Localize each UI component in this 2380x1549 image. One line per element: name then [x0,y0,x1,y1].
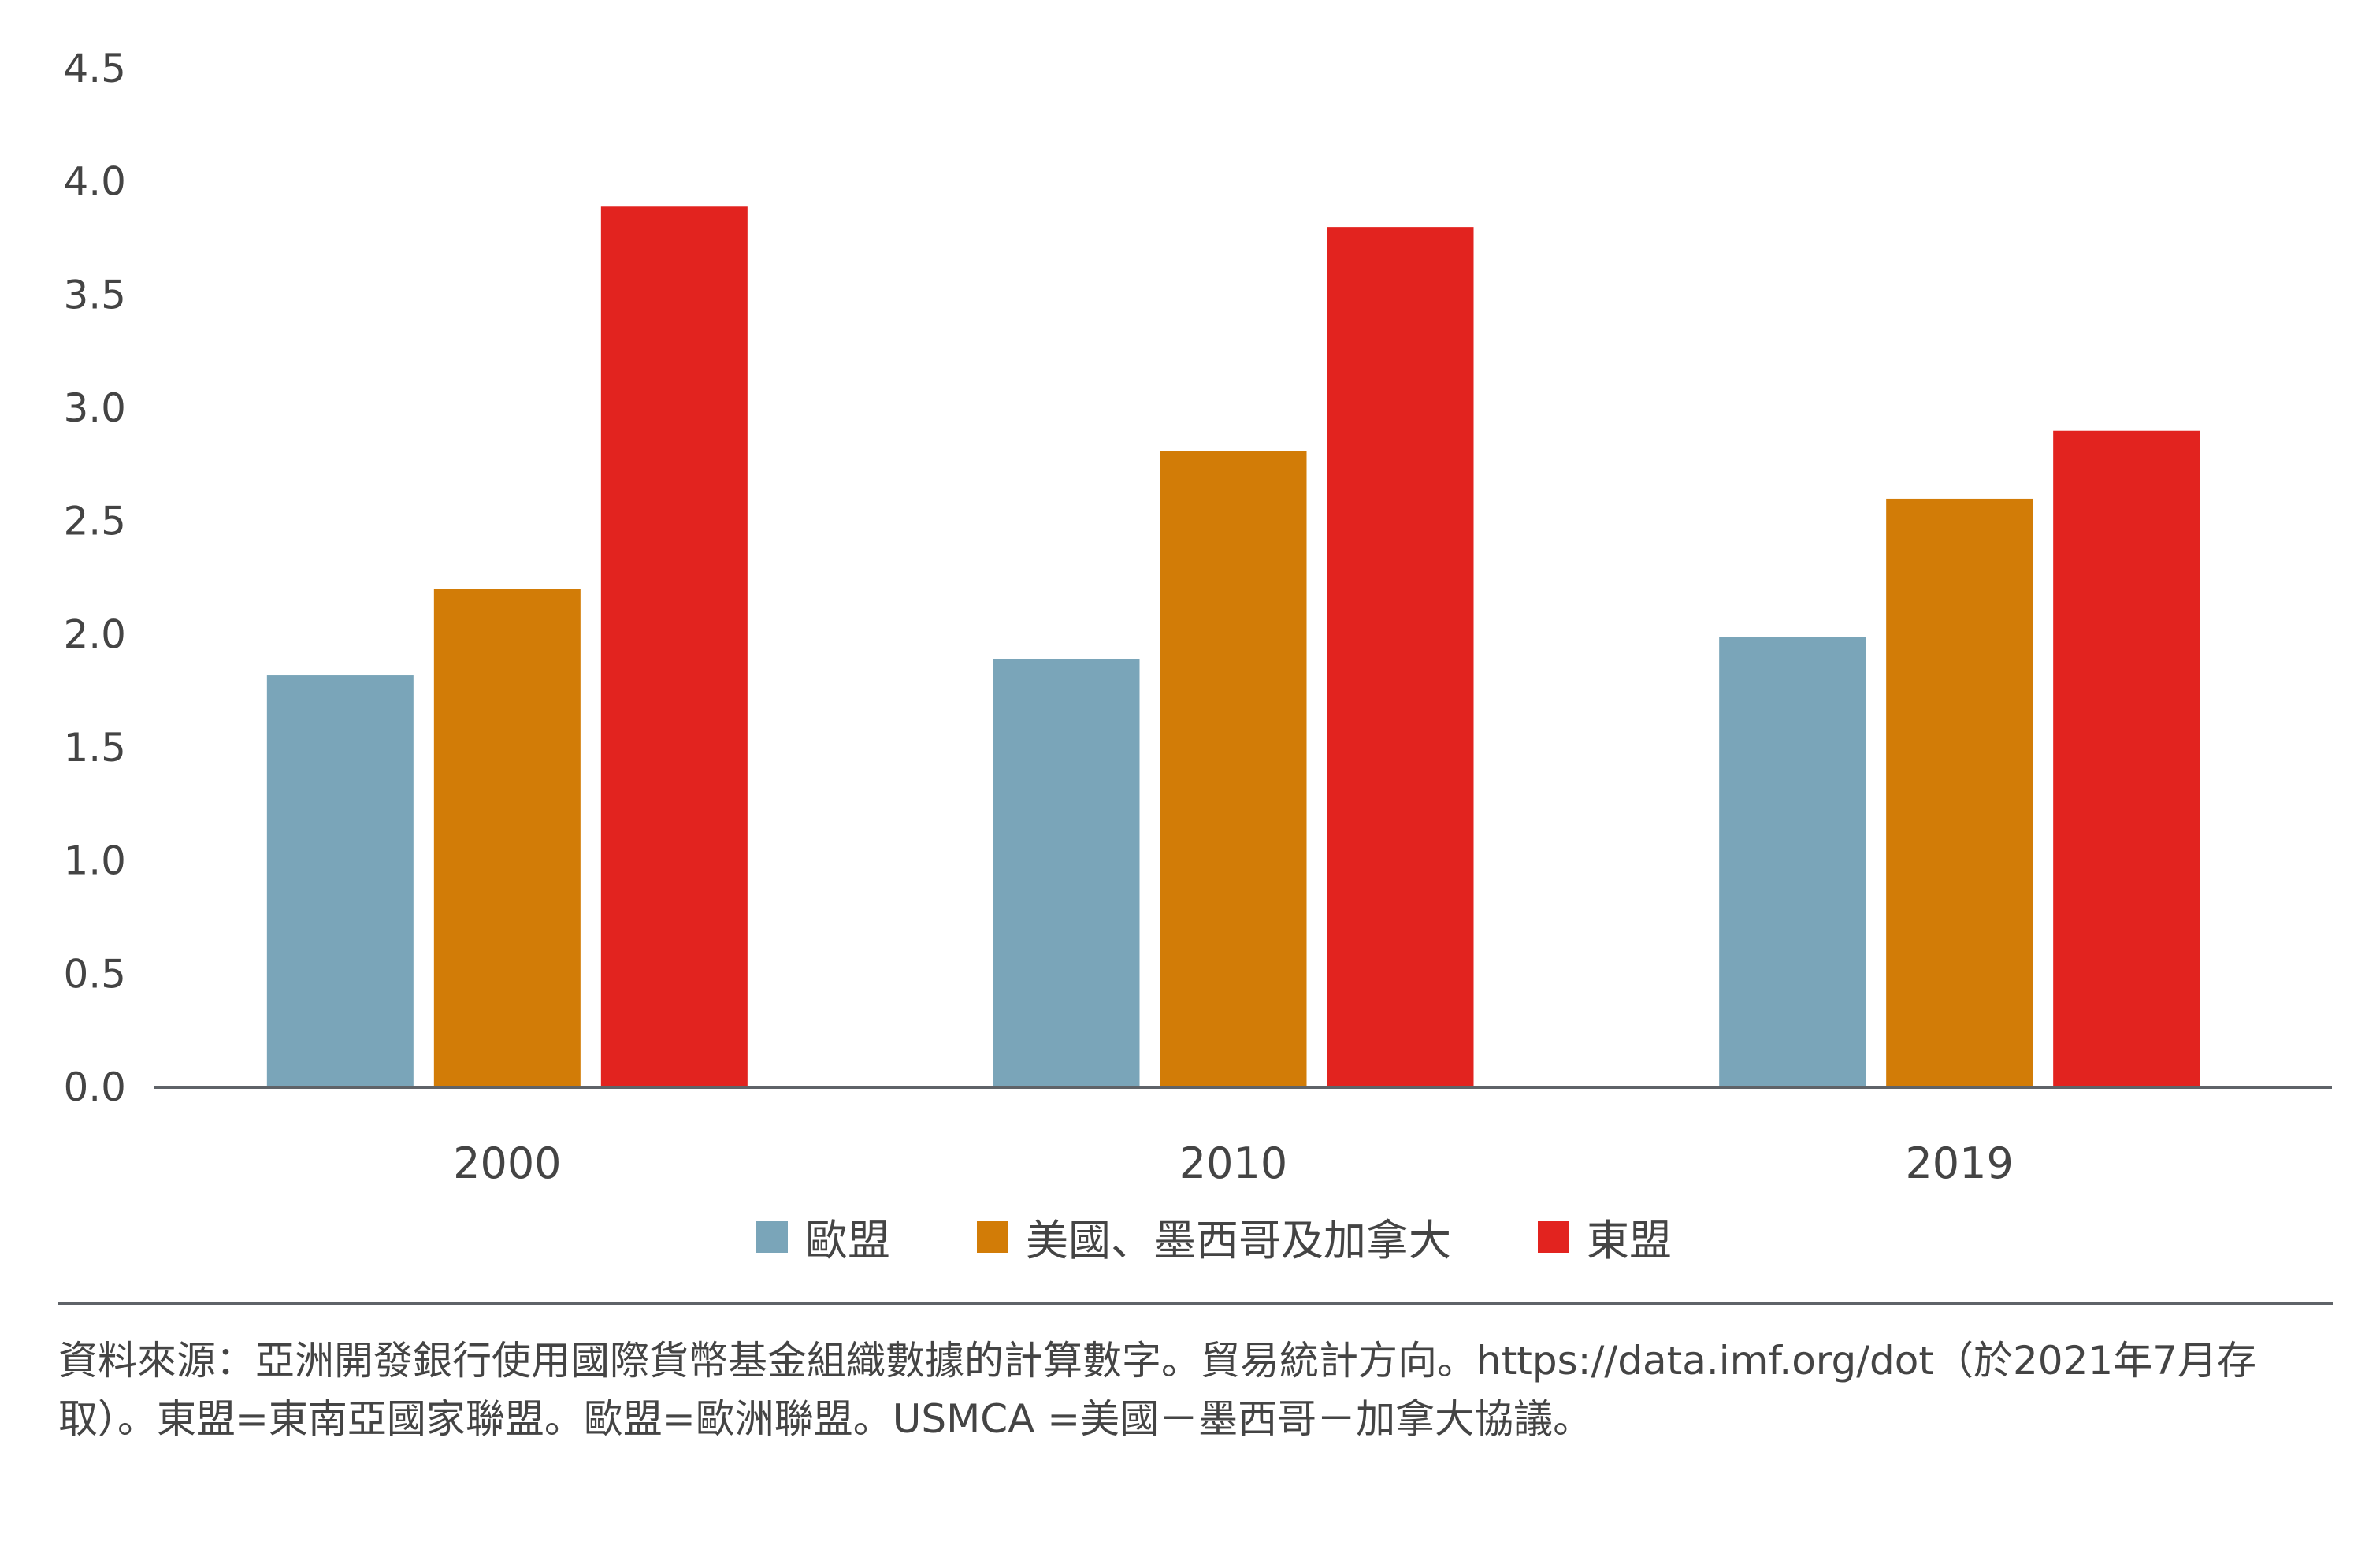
bar-2000-series-0 [266,675,414,1087]
y-tick-label: 1.5 [63,725,126,771]
y-tick-label: 0.0 [63,1064,126,1110]
bar-2010-series-0 [993,659,1140,1087]
y-tick-label: 2.0 [63,611,126,657]
x-tick-label: 2000 [453,1139,561,1182]
y-axis-ticks: 0.0 0.5 1.0 1.5 2.0 2.5 3.0 3.5 4.0 4.5 [63,46,126,1110]
bar-2000-series-1 [433,589,581,1087]
y-tick-label: 1.0 [63,838,126,884]
legend-label-eu: 歐盟 [805,1216,890,1265]
y-tick-label: 3.0 [63,385,126,431]
bar-chart: 0.00.51.01.52.02.53.03.54.04.5 2000 2010 2… [63,46,2332,1182]
x-axis-ticks: 2000 2010 2019 [453,1139,2014,1182]
legend-item-eu: 歐盟 [756,1205,890,1268]
bars [266,206,2200,1088]
bar-2019-series-0 [1719,637,1866,1087]
bar-2010-series-1 [1160,451,1307,1087]
bar-2000-series-2 [600,206,748,1088]
legend-swatch-eu [756,1220,788,1253]
bar-2010-series-2 [1327,227,1474,1088]
source-note: 資料來源：亞洲開發銀行使用國際貨幣基金組織數據的計算數字。貿易統計方向。http… [58,1338,2257,1442]
bar-2019-series-1 [1886,498,2033,1087]
divider [58,1302,2333,1305]
x-tick-label: 2019 [1905,1139,2013,1182]
y-tick-label: 3.5 [63,272,126,318]
legend-item-asean: 東盟 [1538,1205,1672,1268]
legend-swatch-usmca [977,1220,1008,1253]
x-tick-label: 2010 [1179,1139,1287,1182]
legend: 歐盟 美國、墨西哥及加拿大 東盟 [756,1205,1758,1268]
y-tick-label: 4.5 [63,46,126,91]
bar-2019-series-2 [2053,430,2200,1087]
y-tick-label: 4.0 [63,159,126,205]
y-tick-label: 2.5 [63,499,126,544]
legend-swatch-asean [1538,1220,1569,1253]
legend-label-asean: 東盟 [1587,1216,1672,1265]
y-tick-label: 0.5 [63,951,126,997]
legend-label-usmca: 美國、墨西哥及加拿大 [1026,1216,1451,1265]
legend-item-usmca: 美國、墨西哥及加拿大 [977,1205,1451,1268]
